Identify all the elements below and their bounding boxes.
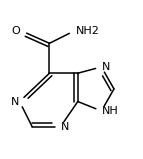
Text: N: N — [10, 97, 19, 107]
Text: N: N — [61, 122, 70, 132]
Text: N: N — [102, 62, 111, 72]
Text: O: O — [12, 26, 20, 36]
Text: NH2: NH2 — [76, 26, 99, 36]
Text: NH: NH — [102, 106, 119, 116]
